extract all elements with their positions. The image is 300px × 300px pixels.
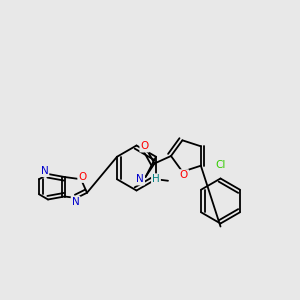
Text: H: H — [152, 174, 160, 184]
Text: N: N — [72, 197, 80, 207]
Text: N: N — [40, 166, 48, 176]
Text: N: N — [136, 174, 144, 184]
Text: O: O — [78, 172, 87, 182]
Text: Cl: Cl — [215, 160, 226, 170]
Text: O: O — [180, 170, 188, 180]
Text: O: O — [140, 141, 149, 152]
